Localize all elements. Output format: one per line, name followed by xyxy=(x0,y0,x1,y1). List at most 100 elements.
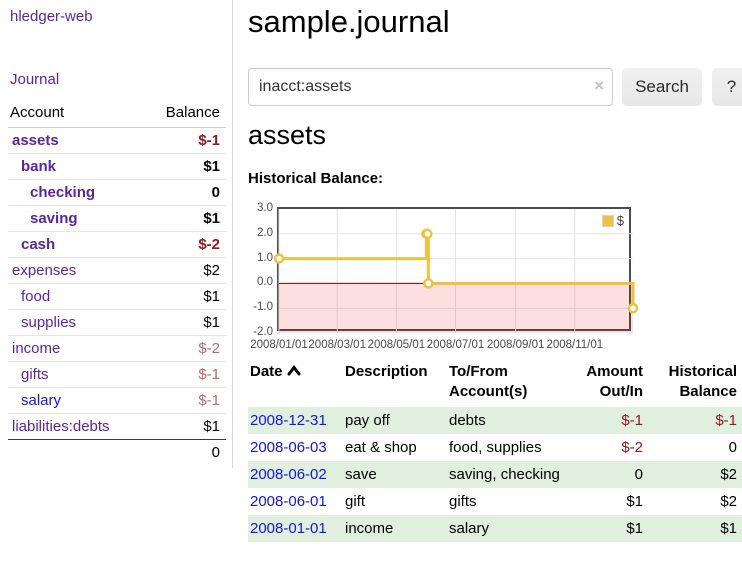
y-axis-tick-label: 1.0 xyxy=(257,251,273,264)
account-balance: 0 xyxy=(211,184,220,201)
chart-title: Historical Balance: xyxy=(248,170,384,187)
x-axis-tick-label: 2008/09/01 xyxy=(486,339,545,351)
negative-region xyxy=(279,283,633,333)
register-row: 2008-06-03 eat & shop food, supplies $-2… xyxy=(248,434,742,461)
search-button[interactable]: Search xyxy=(622,68,702,106)
account-link[interactable]: expenses xyxy=(12,262,77,279)
description-column-header: Description xyxy=(345,363,428,380)
accounts-total-balance: 0 xyxy=(8,439,226,465)
y-axis-tick-label: 2.0 xyxy=(257,226,273,239)
account-row: assets $-1 xyxy=(8,128,226,153)
x-axis-tick-label: 2008/11/01 xyxy=(546,339,604,351)
balance-column-header: Historical Balance xyxy=(643,362,742,402)
accounts-rows: assets $-1 bank $1 checking 0 saving $1 … xyxy=(8,128,226,439)
account-row: expenses $2 xyxy=(8,257,226,283)
transaction-accounts: debts xyxy=(449,412,486,429)
account-link[interactable]: bank xyxy=(21,158,57,175)
account-balance: $2 xyxy=(203,262,220,279)
transaction-description: income xyxy=(345,520,394,537)
transaction-date-link[interactable]: 2008-06-03 xyxy=(250,439,327,456)
account-link[interactable]: checking xyxy=(30,184,96,201)
account-link[interactable]: cash xyxy=(21,236,56,253)
help-button[interactable]: ? xyxy=(712,68,742,106)
data-point xyxy=(422,228,433,240)
account-link[interactable]: saving xyxy=(30,210,78,227)
transaction-balance: 0 xyxy=(728,439,737,456)
account-row: supplies $1 xyxy=(8,309,226,335)
transaction-description: gift xyxy=(345,493,366,510)
chart-canvas xyxy=(273,209,639,333)
account-link[interactable]: salary xyxy=(21,392,62,409)
account-row: cash $-2 xyxy=(8,231,226,257)
balance-header-line1: Historical xyxy=(668,363,737,380)
account-balance: $-2 xyxy=(198,340,220,357)
register-table: Date Description To/From Account(s) Amou… xyxy=(248,360,742,542)
sort-ascending-icon xyxy=(287,362,301,382)
transaction-date-link[interactable]: 2008-01-01 xyxy=(250,520,327,537)
chart-plot-area: $ 3.0 2.0 1.0 0.0 -1.0 -2.0 2008/01/01 2008/03/… xyxy=(250,202,639,351)
account-row: liabilities:debts $1 xyxy=(8,413,226,439)
transaction-date-link[interactable]: 2008-12-31 xyxy=(250,412,327,429)
register-row: 2008-01-01 income salary $1 $1 xyxy=(248,515,742,542)
account-balance: $1 xyxy=(203,210,220,227)
transaction-amount: $1 xyxy=(626,520,643,537)
account-link[interactable]: assets xyxy=(12,132,59,149)
transaction-accounts: gifts xyxy=(449,493,477,510)
account-row: bank $1 xyxy=(8,153,226,179)
search-bar: × Search ? xyxy=(248,68,742,106)
account-row: salary $-1 xyxy=(8,387,226,413)
accounts-table-header: Account Balance xyxy=(8,103,226,128)
data-point xyxy=(273,253,285,264)
transaction-description: save xyxy=(345,466,377,483)
historical-balance-chart: $ 3.0 2.0 1.0 0.0 -1.0 -2.0 2008/01/01 2008/03/… xyxy=(248,202,742,355)
account-link[interactable]: food xyxy=(21,288,51,305)
register-header-row: Date Description To/From Account(s) Amou… xyxy=(248,360,742,407)
account-balance: $-1 xyxy=(198,366,220,383)
data-point xyxy=(627,302,639,314)
account-row: saving $1 xyxy=(8,205,226,231)
account-link[interactable]: supplies xyxy=(21,314,77,331)
legend-swatch-icon xyxy=(601,214,614,227)
transaction-amount: $-1 xyxy=(621,412,643,429)
register-row: 2008-06-01 gift gifts $1 $2 xyxy=(248,488,742,515)
balance-column-header: Balance xyxy=(165,104,220,121)
date-column-header[interactable]: Date xyxy=(248,362,345,382)
clear-search-icon[interactable]: × xyxy=(594,76,604,95)
account-balance: $1 xyxy=(203,158,220,175)
account-link[interactable]: liabilities:debts xyxy=(12,418,110,435)
account-link[interactable]: gifts xyxy=(21,366,49,383)
transaction-accounts: food, supplies xyxy=(449,439,542,456)
account-balance: $-2 xyxy=(198,236,220,253)
account-balance: $-1 xyxy=(198,132,220,149)
data-point xyxy=(423,278,434,289)
y-axis-tick-label: 0.0 xyxy=(257,276,273,289)
account-balance: $1 xyxy=(203,314,220,331)
y-axis-tick-label: -2.0 xyxy=(253,326,273,338)
account-heading: assets xyxy=(248,120,327,150)
account-column-header: Account xyxy=(10,104,65,121)
brand-link[interactable]: hledger-web xyxy=(10,8,93,25)
account-row: checking 0 xyxy=(8,179,226,205)
account-row: income $-2 xyxy=(8,335,226,361)
transaction-balance: $-1 xyxy=(715,412,737,429)
sidebar-item-journal[interactable]: Journal xyxy=(10,71,60,88)
transaction-accounts: saving, checking xyxy=(449,466,560,483)
transaction-date-link[interactable]: 2008-06-02 xyxy=(250,466,327,483)
account-link[interactable]: income xyxy=(12,340,61,357)
register-rows: 2008-12-31 pay off debts $-1 $-1 2008-06… xyxy=(248,407,742,542)
page-title: sample.journal xyxy=(248,4,450,39)
transaction-amount: $1 xyxy=(626,493,643,510)
x-axis-tick-label: 2008/01/01 xyxy=(250,339,308,351)
transaction-amount: $-2 xyxy=(621,439,643,456)
tofrom-header-line2: Account(s) xyxy=(449,383,528,400)
search-input[interactable] xyxy=(248,68,613,106)
transaction-balance: $2 xyxy=(720,493,737,510)
y-axis-tick-label: -1.0 xyxy=(253,301,273,314)
transaction-description: pay off xyxy=(345,412,390,429)
main-content: sample.journal × Search ? assets Histori… xyxy=(248,0,742,582)
register-row: 2008-12-31 pay off debts $-1 $-1 xyxy=(248,407,742,434)
account-row: gifts $-1 xyxy=(8,361,226,387)
transaction-date-link[interactable]: 2008-06-01 xyxy=(250,493,327,510)
amount-column-header: Amount Out/In xyxy=(566,362,643,402)
